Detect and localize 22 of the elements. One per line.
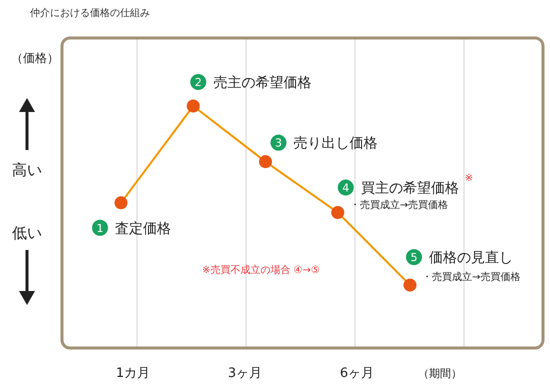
point: [331, 206, 344, 219]
annotation: ※売買不成立の場合 ④→⑤: [202, 264, 320, 276]
annotation: 4 買主の希望価格: [342, 180, 459, 196]
chart-title: 仲介における価格の仕組み: [30, 7, 150, 19]
annotation: ・売買成立→売買価格: [350, 199, 448, 211]
point: [186, 100, 200, 112]
annotation: 5 価格の見直し: [410, 250, 513, 266]
annotation: 1 査定価格: [96, 220, 171, 237]
y-axis-title: （価格）: [11, 51, 59, 65]
point: [114, 196, 128, 210]
text: （期間）: [418, 367, 462, 380]
point: [404, 278, 416, 292]
text: 高い: [12, 161, 42, 179]
annotation: ・売買成立→売買価格: [422, 271, 520, 283]
text: 低い: [12, 224, 42, 242]
text: 6ヶ月: [340, 366, 374, 381]
text: 2 売主の希望価格: [194, 75, 312, 91]
text: ※: [464, 173, 474, 184]
annotation: 3 売り出し価格: [275, 136, 378, 152]
point: [259, 155, 272, 168]
text: 1カ月: [116, 366, 150, 381]
text: 3ヶ月: [228, 366, 262, 381]
